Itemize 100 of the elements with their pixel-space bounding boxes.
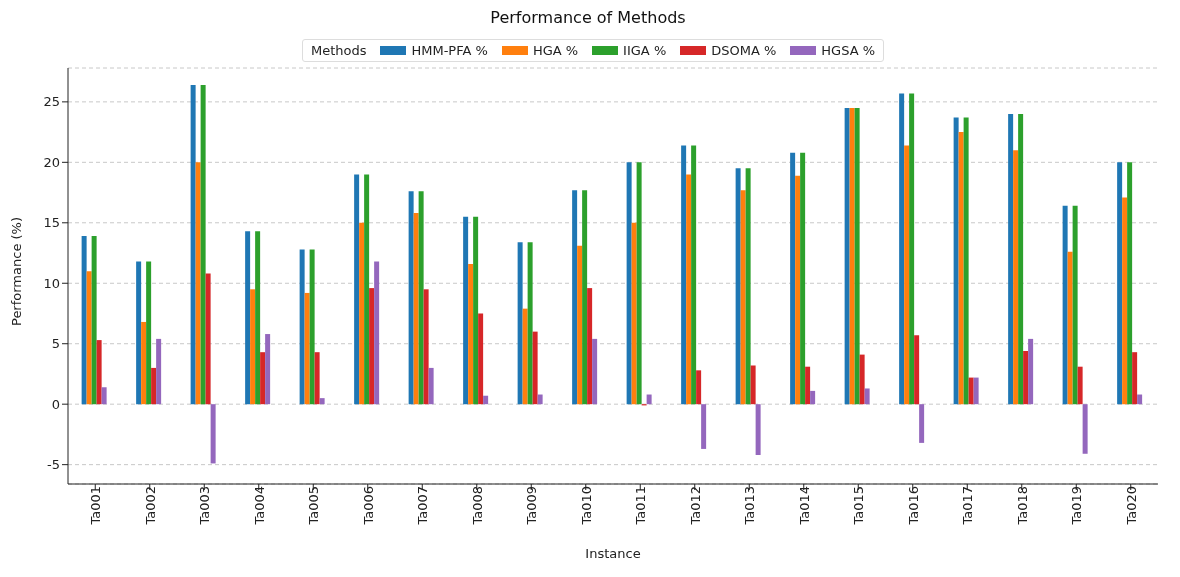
y-tick-label: -5 [47, 457, 60, 473]
bar [592, 338, 598, 405]
x-tick-label: Ta019 [1069, 486, 1085, 526]
x-axis-title: Instance [585, 546, 641, 561]
bar [136, 261, 142, 405]
bar [904, 145, 910, 405]
bar [795, 175, 801, 405]
bar [205, 273, 211, 405]
bar [473, 216, 479, 405]
bar [304, 292, 310, 405]
bar [91, 236, 97, 405]
bar [156, 338, 162, 405]
x-tick-label: Ta008 [469, 486, 485, 526]
bar [359, 222, 365, 405]
bar [854, 107, 860, 405]
bar [532, 331, 538, 405]
bar [1127, 162, 1133, 405]
bar [805, 366, 811, 405]
bar [577, 245, 583, 405]
bar [1082, 404, 1088, 454]
bar [899, 93, 905, 405]
bar [423, 289, 429, 405]
bar [195, 162, 201, 405]
x-tick-label: Ta007 [415, 486, 431, 526]
chart-title: Performance of Methods [489, 8, 687, 27]
bar [696, 370, 702, 405]
bar [1067, 251, 1073, 405]
bar [210, 404, 216, 464]
bar [953, 117, 959, 405]
bar [1077, 366, 1083, 405]
bar [1132, 352, 1138, 405]
legend-label: HMM-PFA % [411, 43, 488, 58]
bar [408, 191, 414, 405]
bar [428, 367, 434, 405]
bar [1117, 162, 1123, 405]
bar [96, 340, 102, 405]
bar [958, 132, 964, 405]
bar [527, 242, 533, 405]
bar [413, 213, 419, 405]
bar [1013, 150, 1019, 405]
legend-label: IIGA % [623, 43, 667, 58]
legend-label: HGA % [532, 43, 579, 58]
legend-label: DSOMA % [711, 43, 777, 58]
x-tick-label: Ta020 [1123, 486, 1139, 526]
bar [374, 261, 380, 405]
bar [735, 168, 741, 405]
bar [1072, 205, 1078, 405]
bar [255, 231, 261, 405]
bar [740, 190, 746, 405]
bar [146, 261, 152, 405]
y-tick-label: 25 [43, 94, 60, 110]
bar [101, 387, 107, 405]
bar [646, 394, 652, 405]
x-tick-label: Ta016 [905, 486, 921, 526]
x-tick-label: Ta015 [851, 486, 867, 526]
bar [790, 152, 796, 405]
bar [631, 222, 637, 405]
bar [636, 162, 642, 405]
x-tick-label: Ta009 [524, 486, 540, 526]
bar [691, 145, 697, 405]
bar [701, 404, 707, 449]
bar [909, 93, 915, 405]
y-tick-label: 10 [43, 275, 60, 291]
bar [299, 249, 305, 405]
bar [686, 174, 692, 405]
bar [919, 404, 925, 443]
bar [750, 365, 756, 405]
bar [245, 231, 251, 405]
bar [582, 190, 588, 405]
bar [626, 162, 632, 405]
bar [800, 152, 806, 405]
bar [354, 174, 360, 405]
bar [1062, 205, 1068, 405]
bar [364, 174, 370, 405]
bar [864, 388, 870, 405]
bar [483, 395, 489, 405]
bar [587, 288, 593, 405]
x-tick-label: Ta004 [251, 486, 267, 526]
bar [844, 107, 850, 405]
x-tick-label: Ta017 [960, 486, 976, 526]
bar [369, 288, 375, 405]
x-tick-label: Ta005 [306, 486, 322, 526]
bar [572, 190, 578, 405]
y-tick-label: 0 [51, 396, 60, 412]
bar [859, 354, 865, 405]
bar [151, 367, 157, 405]
bar [914, 335, 920, 405]
bar [537, 394, 543, 405]
bar [468, 263, 474, 405]
bar [810, 390, 816, 405]
bar [745, 168, 751, 405]
bar [1028, 338, 1034, 405]
bar [968, 377, 974, 405]
x-tick-label: Ta018 [1014, 486, 1030, 526]
x-tick-label: Ta003 [197, 486, 213, 526]
bar [973, 377, 979, 405]
bar [200, 84, 206, 405]
bar [250, 289, 256, 405]
y-tick-label: 5 [51, 336, 60, 352]
bar [522, 308, 528, 405]
